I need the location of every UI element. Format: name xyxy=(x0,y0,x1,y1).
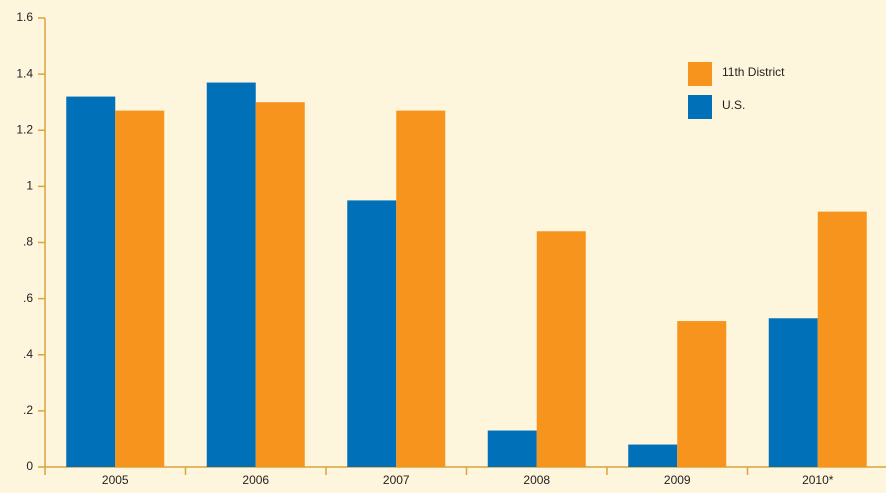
bar xyxy=(817,211,867,467)
y-tick-label: 1.2 xyxy=(16,122,33,136)
legend-swatch xyxy=(688,95,712,119)
bar xyxy=(255,102,305,467)
y-tick-label: .8 xyxy=(23,235,33,249)
y-tick-label: 1.6 xyxy=(16,10,33,24)
legend-label: 11th District xyxy=(722,65,785,79)
bar xyxy=(628,444,678,467)
x-tick-label: 2007 xyxy=(383,473,410,487)
y-tick-label: .4 xyxy=(23,347,33,361)
x-tick-label: 2009 xyxy=(664,473,691,487)
bar xyxy=(768,318,818,467)
x-tick-label: 2006 xyxy=(242,473,269,487)
y-tick-label: 0 xyxy=(26,459,33,473)
bar xyxy=(206,82,256,467)
bar xyxy=(347,200,397,467)
legend-swatch xyxy=(688,62,712,86)
y-tick-label: .6 xyxy=(23,291,33,305)
bar xyxy=(115,110,165,467)
bar xyxy=(677,321,727,467)
bar xyxy=(536,231,586,467)
y-tick-label: 1.4 xyxy=(16,66,33,80)
y-tick-label: 1 xyxy=(26,179,33,193)
legend-label: U.S. xyxy=(722,98,745,112)
x-tick-label: 2005 xyxy=(102,473,129,487)
bar xyxy=(396,110,446,467)
x-tick-label: 2010* xyxy=(802,473,834,487)
y-tick-label: .2 xyxy=(23,403,33,417)
bar xyxy=(487,430,537,467)
bar xyxy=(66,96,116,467)
x-tick-label: 2008 xyxy=(523,473,550,487)
